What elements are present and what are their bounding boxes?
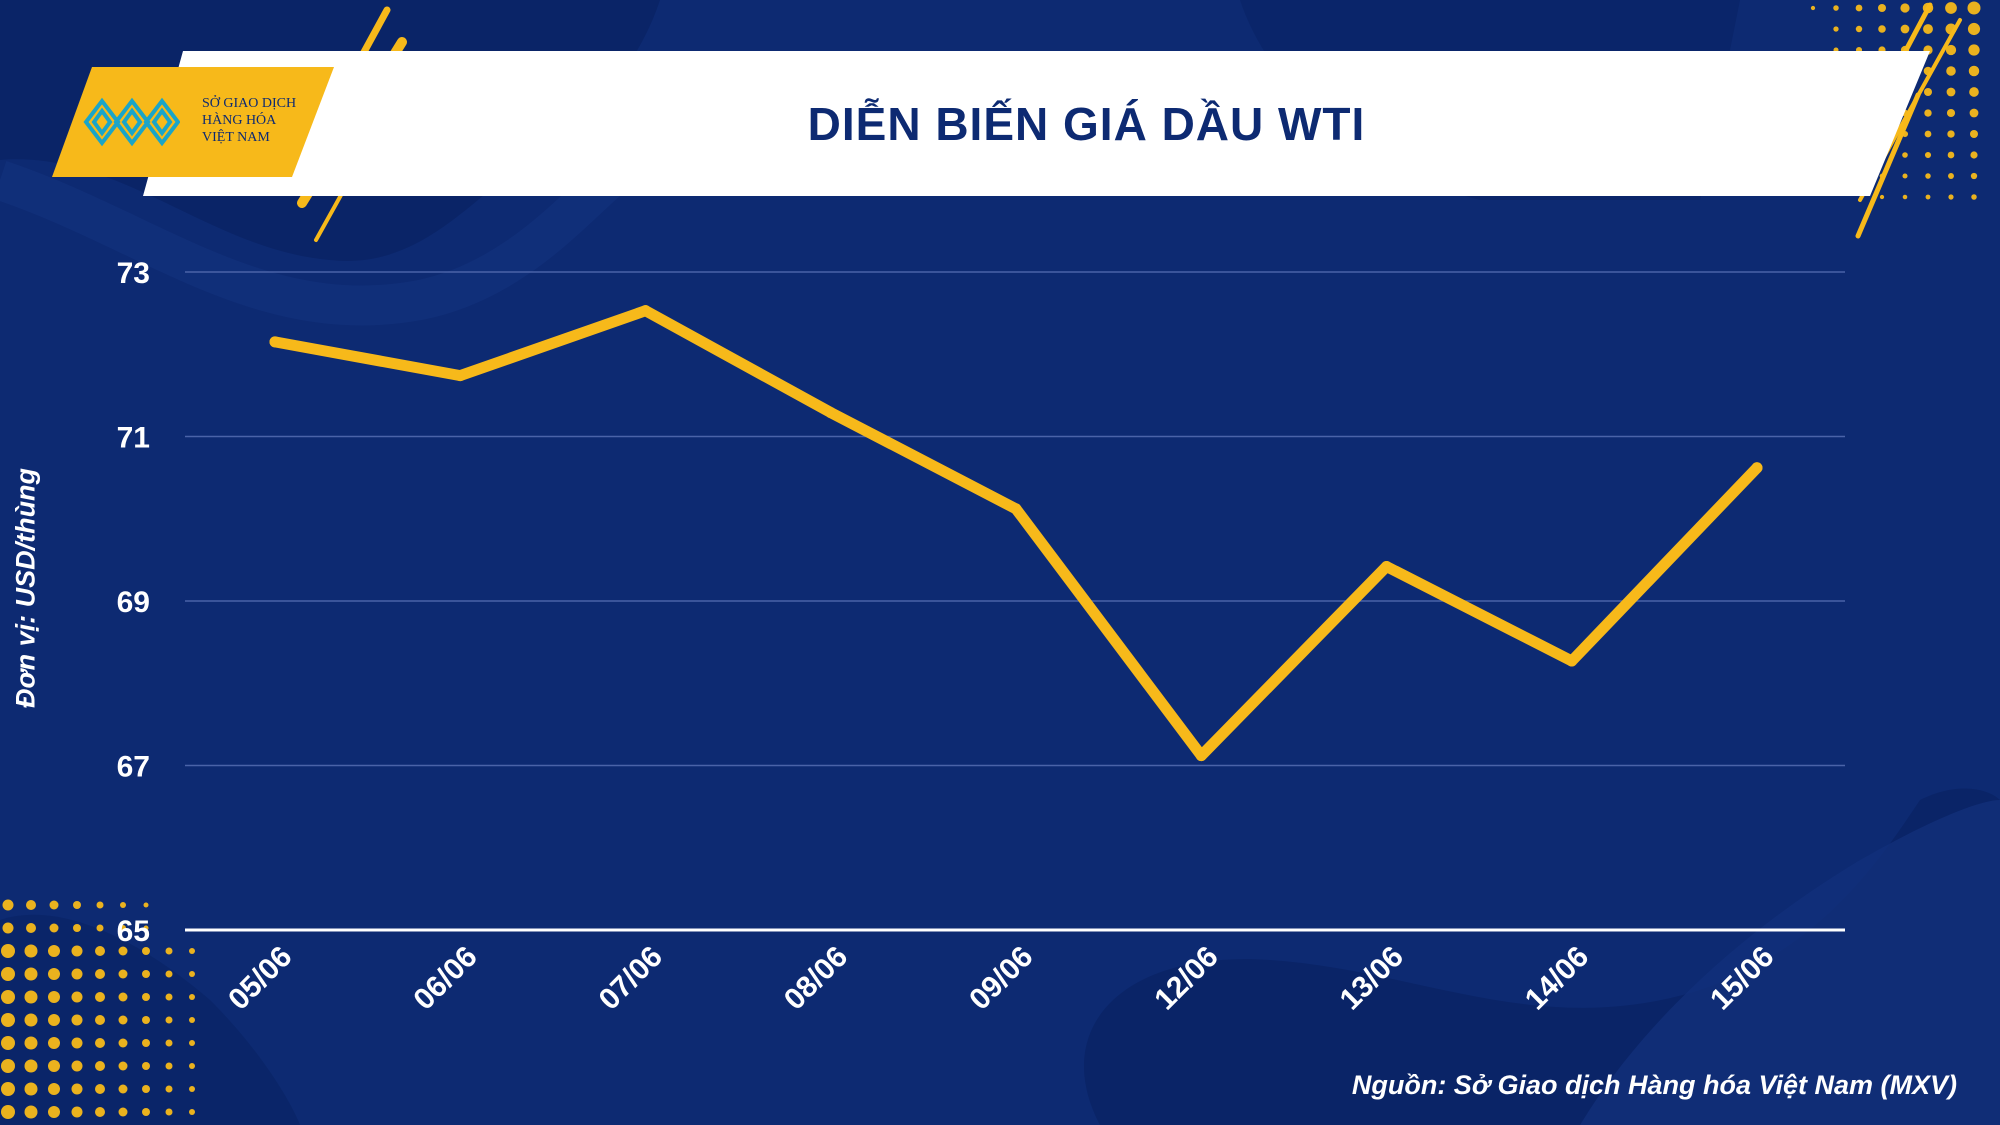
data-point [1195,750,1207,762]
y-tick-label: 73 [117,257,150,290]
title-banner: DIỄN BIẾN GIÁ DẦU WTI [143,51,1930,196]
logo-line-2: HÀNG HÓA [202,113,277,128]
data-point [825,407,837,419]
series-line [269,305,1763,762]
data-point [1751,462,1763,474]
y-axis-label: Đơn vị: USD/thùng [10,467,41,709]
chart-title: DIỄN BIẾN GIÁ DẦU WTI [807,97,1366,150]
x-tick-label: 09/06 [963,940,1039,1016]
x-tick-label: 15/06 [1704,940,1780,1016]
dot-pattern-left [1,899,195,1119]
y-tick-label: 67 [117,751,150,784]
x-tick-label: 08/06 [778,940,854,1016]
data-point [640,305,651,317]
grid-lines [185,271,1845,932]
dot-pattern-right [1810,1,1981,200]
y-tick-label: 71 [117,422,150,455]
y-axis-ticks: 73 71 69 67 65 [117,257,150,948]
logo: SỞ GIAO DỊCH HÀNG HÓA VIỆT NAM [52,67,334,177]
x-tick-label: 12/06 [1148,940,1224,1016]
logo-line-1: SỞ GIAO DỊCH [202,96,297,111]
series-layer [269,305,1763,762]
data-point [1381,560,1392,572]
data-point [1010,503,1022,515]
logo-line-3: VIỆT NAM [202,130,270,145]
x-tick-label: 14/06 [1519,940,1595,1016]
x-tick-label: 06/06 [407,940,483,1016]
source-note: Nguồn: Sở Giao dịch Hàng hóa Việt Nam (M… [1351,1070,1957,1100]
data-point [269,336,281,348]
y-tick-label: 69 [117,586,150,619]
mxv-logo-icon [82,89,180,155]
x-tick-label: 07/06 [593,940,669,1016]
data-point [454,370,466,382]
logo-text: SỞ GIAO DỊCH HÀNG HÓA VIỆT NAM [202,95,342,146]
x-tick-label: 05/06 [222,940,298,1016]
x-axis-ticks: 05/06 06/06 07/06 08/06 09/06 12/06 13/06 14/06… [222,940,1780,1016]
data-point [1566,655,1578,667]
y-tick-label: 65 [117,915,150,948]
x-tick-label: 13/06 [1334,940,1410,1016]
